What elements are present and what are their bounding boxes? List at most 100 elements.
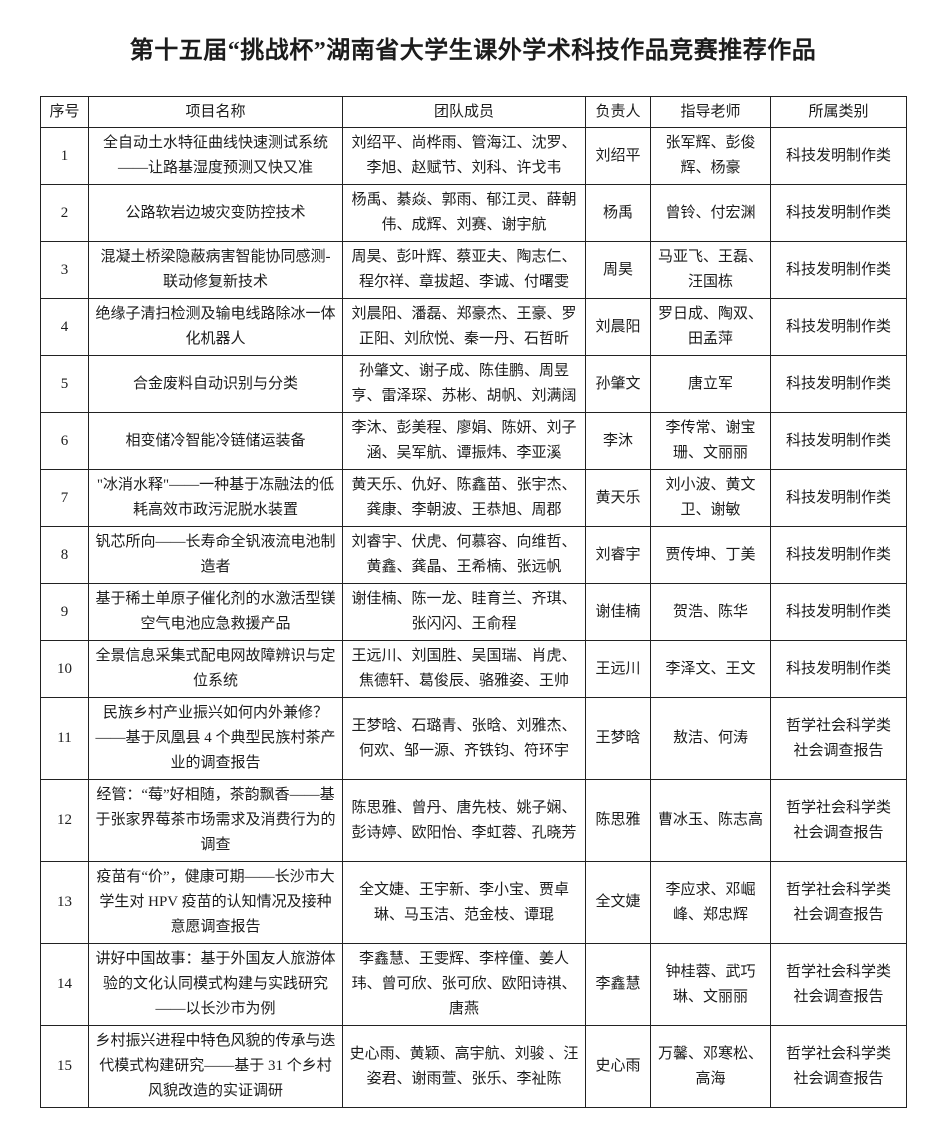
table-row: 15 乡村振兴进程中特色风貌的传承与迭代模式构建研究——基于 31 个乡村风貌改… [40,1025,907,1108]
cell-serial-number: 13 [40,861,89,944]
table-row: 13 疫苗有“价”，健康可期——长沙市大学生对 HPV 疫苗的认知情况及接种意愿… [40,861,907,944]
cell-advisors: 李传常、谢宝珊、文丽丽 [650,412,771,470]
cell-project-name: 讲好中国故事：基于外国友人旅游体验的文化认同模式构建与实践研究——以长沙市为例 [88,943,343,1026]
cell-advisors: 贺浩、陈华 [650,583,771,641]
cell-leader: 刘晨阳 [585,298,651,356]
table-row: 3 混凝土桥梁隐蔽病害智能协同感测-联动修复新技术 周昊、彭叶辉、蔡亚夫、陶志仁… [40,241,907,299]
cell-leader: 全文婕 [585,861,651,944]
cell-advisors: 李应求、邓崛峰、郑忠辉 [650,861,771,944]
cell-team-members: 全文婕、王宇新、李小宝、贾卓琳、马玉洁、范金枝、谭琨 [342,861,586,944]
cell-leader: 刘睿宇 [585,526,651,584]
cell-advisors: 李泽文、王文 [650,640,771,698]
cell-leader: 刘绍平 [585,127,651,185]
cell-leader: 孙肇文 [585,355,651,413]
cell-category: 科技发明制作类 [770,241,907,299]
column-header-leader: 负责人 [585,96,651,128]
column-header-project: 项目名称 [88,96,343,128]
cell-serial-number: 14 [40,943,89,1026]
cell-advisors: 曾铃、付宏渊 [650,184,771,242]
cell-category: 科技发明制作类 [770,298,907,356]
cell-project-name: 公路软岩边坡灾变防控技术 [88,184,343,242]
cell-advisors: 钟桂蓉、武巧琳、文丽丽 [650,943,771,1026]
recommended-works-table: 序号 项目名称 团队成员 负责人 指导老师 所属类别 1 全自动土水特征曲线快速… [40,96,907,1108]
table-row: 11 民族乡村产业振兴如何内外兼修？——基于凤凰县 4 个典型民族村茶产业的调查… [40,697,907,780]
cell-category: 科技发明制作类 [770,469,907,527]
cell-project-name: 民族乡村产业振兴如何内外兼修？——基于凤凰县 4 个典型民族村茶产业的调查报告 [88,697,343,780]
table-row: 9 基于稀土单原子催化剂的水激活型镁空气电池应急救援产品 谢佳楠、陈一龙、眭育兰… [40,583,907,641]
cell-serial-number: 11 [40,697,89,780]
cell-team-members: 刘晨阳、潘磊、郑豪杰、王豪、罗正阳、刘欣悦、秦一丹、石哲昕 [342,298,586,356]
cell-team-members: 王远川、刘国胜、吴国瑞、肖虎、焦德轩、葛俊辰、骆雅姿、王帅 [342,640,586,698]
table-row: 7 "冰消水释"——一种基于冻融法的低耗高效市政污泥脱水装置 黄天乐、仇好、陈鑫… [40,469,907,527]
cell-team-members: 刘绍平、尚桦雨、管海江、沈罗、李旭、赵赋节、刘科、许戈韦 [342,127,586,185]
cell-serial-number: 12 [40,779,89,862]
cell-leader: 李鑫慧 [585,943,651,1026]
table-row: 5 合金废料自动识别与分类 孙肇文、谢子成、陈佳鹏、周昱亨、雷泽琛、苏彬、胡帆、… [40,355,907,413]
cell-project-name: 全景信息采集式配电网故障辨识与定位系统 [88,640,343,698]
table-row: 8 钒芯所向——长寿命全钒液流电池制造者 刘睿宇、伏虎、何慕容、向维哲、黄鑫、龚… [40,526,907,584]
table-row: 12 经管：“莓”好相随，茶韵飘香——基于张家界莓茶市场需求及消费行为的调查 陈… [40,779,907,862]
column-header-category: 所属类别 [770,96,907,128]
cell-advisors: 贾传坤、丁美 [650,526,771,584]
cell-serial-number: 8 [40,526,89,584]
cell-category: 科技发明制作类 [770,640,907,698]
table-row: 1 全自动土水特征曲线快速测试系统——让路基湿度预测又快又准 刘绍平、尚桦雨、管… [40,127,907,185]
cell-project-name: 绝缘子清扫检测及输电线路除冰一体化机器人 [88,298,343,356]
cell-category: 科技发明制作类 [770,127,907,185]
cell-serial-number: 3 [40,241,89,299]
cell-project-name: 基于稀土单原子催化剂的水激活型镁空气电池应急救援产品 [88,583,343,641]
cell-serial-number: 10 [40,640,89,698]
cell-serial-number: 6 [40,412,89,470]
cell-project-name: 经管：“莓”好相随，茶韵飘香——基于张家界莓茶市场需求及消费行为的调查 [88,779,343,862]
cell-advisors: 罗日成、陶双、田孟萍 [650,298,771,356]
cell-team-members: 刘睿宇、伏虎、何慕容、向维哲、黄鑫、龚晶、王希楠、张远帆 [342,526,586,584]
column-header-serial: 序号 [40,96,89,128]
cell-category: 哲学社会科学类 社会调查报告 [770,697,907,780]
table-row: 6 相变储冷智能冷链储运装备 李沐、彭美程、廖娟、陈妍、刘子涵、吴军航、谭振炜、… [40,412,907,470]
cell-project-name: 合金废料自动识别与分类 [88,355,343,413]
cell-advisors: 曹冰玉、陈志高 [650,779,771,862]
cell-category: 科技发明制作类 [770,583,907,641]
table-row: 4 绝缘子清扫检测及输电线路除冰一体化机器人 刘晨阳、潘磊、郑豪杰、王豪、罗正阳… [40,298,907,356]
cell-advisors: 敖洁、何涛 [650,697,771,780]
cell-serial-number: 2 [40,184,89,242]
cell-project-name: "冰消水释"——一种基于冻融法的低耗高效市政污泥脱水装置 [88,469,343,527]
cell-team-members: 李鑫慧、王雯辉、李梓僮、姜人玮、曾可欣、张可欣、欧阳诗祺、唐燕 [342,943,586,1026]
column-header-advisors: 指导老师 [650,96,771,128]
cell-team-members: 史心雨、黄颖、高宇航、刘骏 、汪姿君、谢雨萱、张乐、李祉陈 [342,1025,586,1108]
cell-advisors: 万馨、邓寒松、高海 [650,1025,771,1108]
cell-leader: 李沐 [585,412,651,470]
cell-category: 哲学社会科学类 社会调查报告 [770,943,907,1026]
cell-category: 科技发明制作类 [770,526,907,584]
cell-advisors: 张军辉、彭俊辉、杨豪 [650,127,771,185]
cell-leader: 谢佳楠 [585,583,651,641]
cell-category: 哲学社会科学类 社会调查报告 [770,1025,907,1108]
cell-leader: 杨禹 [585,184,651,242]
cell-team-members: 谢佳楠、陈一龙、眭育兰、齐琪、张闪闪、王俞程 [342,583,586,641]
cell-serial-number: 7 [40,469,89,527]
cell-serial-number: 1 [40,127,89,185]
cell-leader: 王远川 [585,640,651,698]
cell-category: 科技发明制作类 [770,355,907,413]
cell-project-name: 相变储冷智能冷链储运装备 [88,412,343,470]
cell-leader: 王梦晗 [585,697,651,780]
cell-team-members: 周昊、彭叶辉、蔡亚夫、陶志仁、程尔祥、章拔超、李诚、付曙雯 [342,241,586,299]
table-row: 2 公路软岩边坡灾变防控技术 杨禹、綦焱、郭雨、郁江灵、薛朝伟、成辉、刘赛、谢宇… [40,184,907,242]
cell-leader: 黄天乐 [585,469,651,527]
page-title: 第十五届“挑战杯”湖南省大学生课外学术科技作品竞赛推荐作品 [129,38,817,64]
cell-advisors: 刘小波、黄文卫、谢敏 [650,469,771,527]
cell-project-name: 疫苗有“价”，健康可期——长沙市大学生对 HPV 疫苗的认知情况及接种意愿调查报… [88,861,343,944]
cell-team-members: 黄天乐、仇好、陈鑫苗、张宇杰、龚康、李朝波、王恭旭、周郡 [342,469,586,527]
cell-category: 科技发明制作类 [770,412,907,470]
table-body: 1 全自动土水特征曲线快速测试系统——让路基湿度预测又快又准 刘绍平、尚桦雨、管… [40,127,907,1108]
cell-category: 哲学社会科学类 社会调查报告 [770,779,907,862]
table-header-row: 序号 项目名称 团队成员 负责人 指导老师 所属类别 [40,96,907,128]
cell-leader: 史心雨 [585,1025,651,1108]
cell-team-members: 陈思雅、曾丹、唐先枝、姚子娴、彭诗婷、欧阳怡、李虹蓉、孔晓芳 [342,779,586,862]
cell-team-members: 孙肇文、谢子成、陈佳鹏、周昱亨、雷泽琛、苏彬、胡帆、刘满阔 [342,355,586,413]
cell-serial-number: 9 [40,583,89,641]
cell-advisors: 马亚飞、王磊、汪国栋 [650,241,771,299]
cell-serial-number: 15 [40,1025,89,1108]
table-row: 14 讲好中国故事：基于外国友人旅游体验的文化认同模式构建与实践研究——以长沙市… [40,943,907,1026]
cell-project-name: 混凝土桥梁隐蔽病害智能协同感测-联动修复新技术 [88,241,343,299]
